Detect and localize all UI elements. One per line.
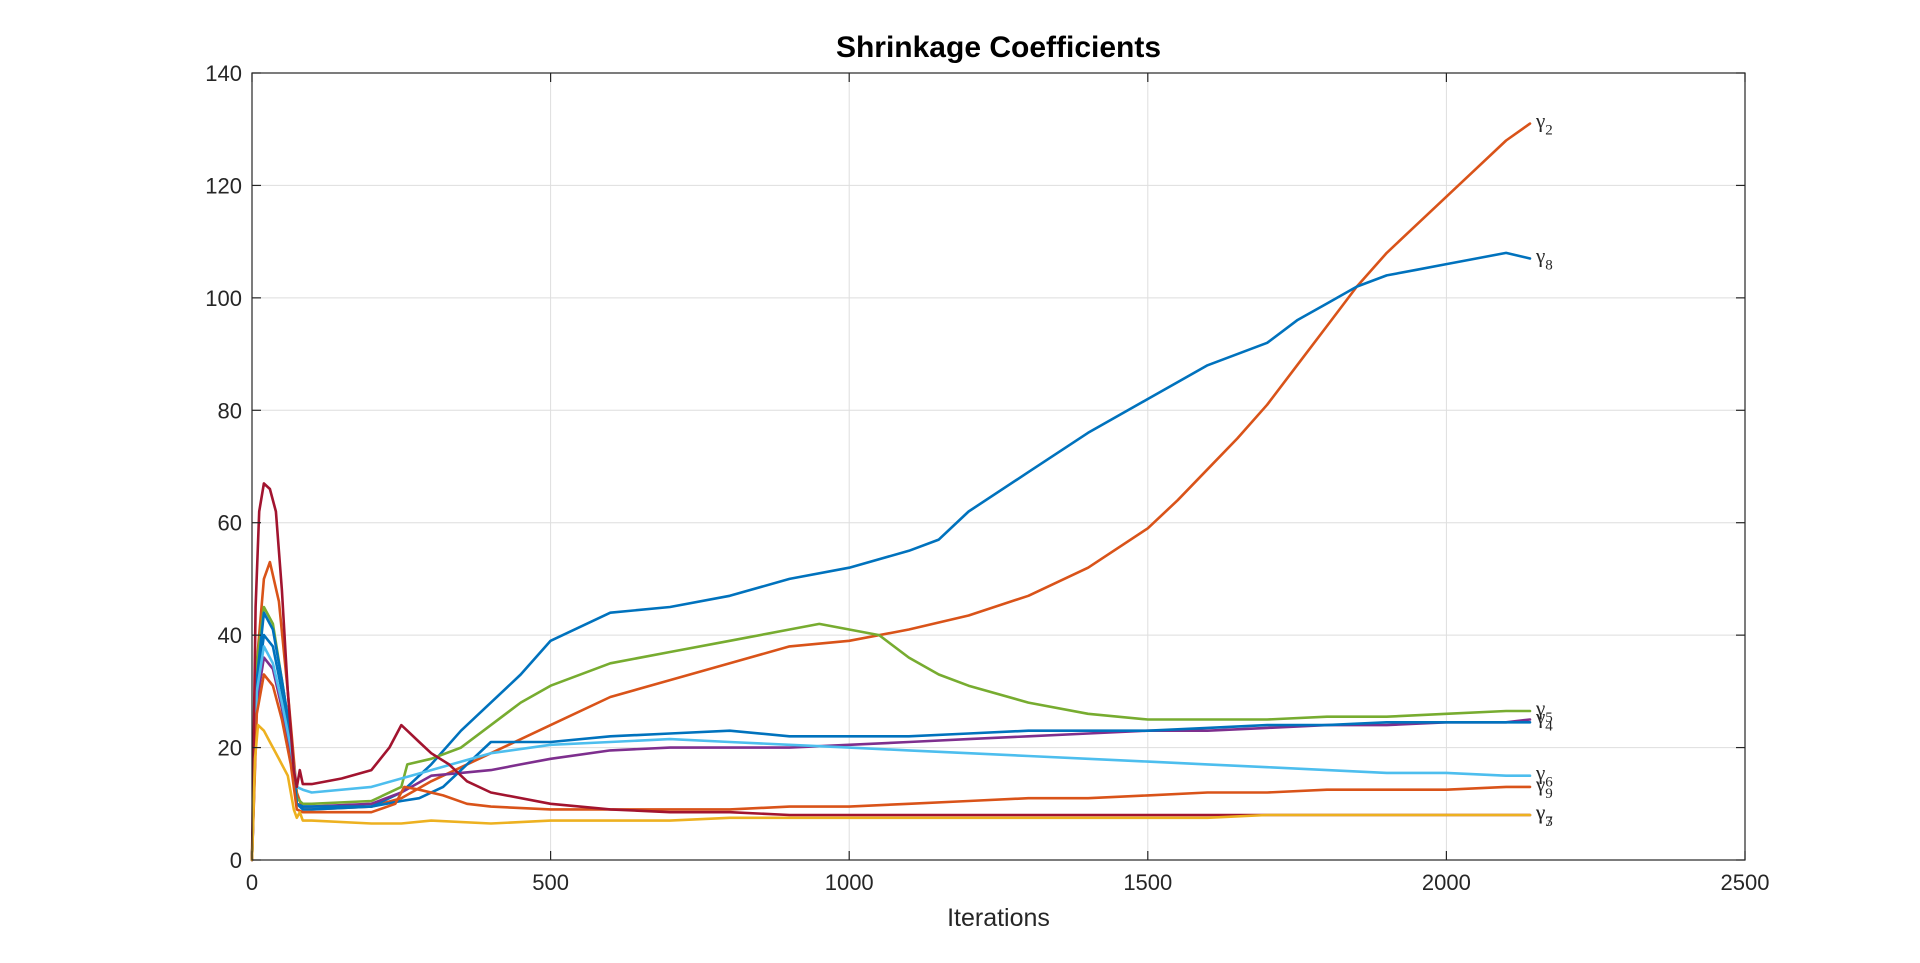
y-tick-label: 40 <box>218 623 242 648</box>
series-label-gamma7: γ7 <box>1535 800 1553 830</box>
y-tick-label: 20 <box>218 736 242 761</box>
y-tick-label: 100 <box>205 286 242 311</box>
y-tick-label: 80 <box>218 398 242 423</box>
grid-layer <box>252 73 1745 860</box>
x-tick-label: 2500 <box>1721 870 1770 895</box>
chart-title: Shrinkage Coefficients <box>836 31 1161 64</box>
x-tick-label: 0 <box>246 870 258 895</box>
series-label-gamma8: γ8 <box>1535 244 1553 274</box>
series-label-gamma9: γ9 <box>1535 772 1553 802</box>
tick-layer: 0 500 1000 1500 2000 2500 0 20 40 60 80 100 120 140 <box>205 61 1769 895</box>
x-tick-label: 500 <box>532 870 569 895</box>
axes-box <box>251 72 1746 861</box>
series-line-gamma7 <box>250 723 1532 862</box>
series-label-gamma3: γ3 <box>1535 800 1553 830</box>
series-line-gamma9 <box>250 673 1532 862</box>
y-tick-label: 60 <box>218 511 242 536</box>
x-tick-label: 1500 <box>1123 870 1172 895</box>
x-tick-label: 2000 <box>1422 870 1471 895</box>
series-layer <box>250 122 1532 862</box>
series-label-gamma5: γ5 <box>1535 696 1553 726</box>
series-label-gamma6: γ6 <box>1535 761 1553 791</box>
y-tick-label: 120 <box>205 173 242 198</box>
x-tick-label: 1000 <box>825 870 874 895</box>
series-label-gamma4: γ4 <box>1535 704 1553 734</box>
y-tick-label: 0 <box>230 848 242 873</box>
x-axis-title: Iterations <box>947 904 1050 932</box>
series-label-gamma2: γ2 <box>1535 109 1553 139</box>
series-line-gamma3 <box>250 482 1532 862</box>
y-tick-label: 140 <box>205 61 242 86</box>
